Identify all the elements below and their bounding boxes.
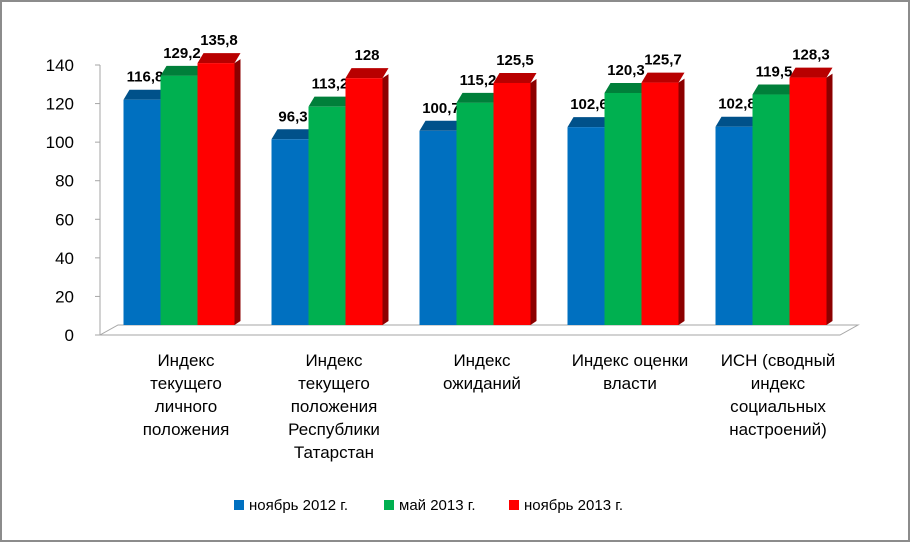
bar: [789, 77, 827, 325]
bar: [345, 78, 383, 326]
bar-side: [234, 59, 241, 325]
bar: [271, 139, 309, 325]
bar: [641, 82, 679, 325]
x-tick-label: власти: [603, 374, 657, 393]
bar-side: [530, 78, 537, 325]
x-tick-label: личного: [155, 397, 217, 416]
x-tick-label: текущего: [150, 374, 222, 393]
bar-top: [567, 117, 611, 128]
bar: [752, 94, 790, 326]
data-label: 102,8: [718, 96, 756, 113]
y-tick-label: 0: [65, 326, 74, 345]
x-tick-label: текущего: [298, 374, 370, 393]
legend-label: ноябрь 2012 г.: [249, 497, 348, 514]
legend-swatch: [509, 500, 519, 510]
bar-top: [419, 120, 463, 131]
bar-top: [308, 96, 352, 107]
legend-label: май 2013 г.: [399, 497, 476, 514]
y-tick-label: 120: [46, 95, 74, 114]
x-tick-label: настроений): [729, 420, 827, 439]
data-label: 102,6: [570, 96, 608, 113]
data-label: 119,5: [756, 64, 793, 81]
bar: [160, 75, 198, 325]
data-label: 116,8: [127, 69, 164, 86]
x-tick-label: социальных: [730, 397, 826, 416]
data-label: 113,2: [312, 76, 349, 93]
bar: [197, 63, 235, 325]
bar-side: [678, 78, 685, 325]
x-tick-label: Индекс: [157, 351, 215, 370]
bar: [123, 99, 161, 325]
data-label: 135,8: [200, 32, 238, 49]
bar: [419, 130, 457, 325]
y-tick-label: 20: [55, 287, 74, 306]
bar: [715, 126, 753, 325]
x-tick-label: ожиданий: [443, 374, 521, 393]
x-tick-label: Индекс: [453, 351, 511, 370]
y-tick-label: 60: [55, 210, 74, 229]
x-tick-label: положения: [143, 420, 230, 439]
bar: [604, 92, 642, 325]
bar-top: [604, 82, 648, 93]
x-tick-label: Татарстан: [294, 443, 374, 462]
bar: [493, 82, 531, 325]
bar-top: [123, 89, 167, 100]
data-label: 120,3: [607, 62, 645, 79]
x-tick-label: Республики: [288, 420, 380, 439]
chart-floor: [98, 324, 860, 336]
data-label: 128: [354, 47, 379, 64]
data-label: 100,7: [422, 100, 460, 117]
bar-top: [197, 53, 241, 64]
data-label: 128,3: [792, 47, 830, 64]
bar: [567, 127, 605, 325]
x-tick-label: Индекс: [305, 351, 363, 370]
x-tick-label: Индекс оценки: [572, 351, 689, 370]
y-tick-label: 40: [55, 249, 74, 268]
data-label: 125,5: [496, 52, 534, 69]
bar-top: [271, 129, 315, 140]
bar-top: [715, 116, 759, 127]
y-tick-label: 80: [55, 172, 74, 191]
bar: [456, 102, 494, 325]
bar-top: [789, 67, 833, 78]
data-label: 96,3: [278, 108, 307, 125]
data-label: 129,2: [163, 45, 201, 62]
y-tick-label: 100: [46, 133, 74, 152]
bar-top: [456, 92, 500, 103]
y-tick-label: 140: [46, 56, 74, 75]
legend-swatch: [384, 500, 394, 510]
data-label: 115,2: [460, 72, 497, 89]
x-tick-label: положения: [291, 397, 378, 416]
data-label: 125,7: [644, 52, 682, 69]
bar-top: [345, 68, 389, 79]
x-tick-label: ИСН (сводный: [721, 351, 836, 370]
bar-top: [160, 65, 204, 76]
bar: [308, 106, 346, 325]
legend-label: ноябрь 2013 г.: [524, 497, 623, 514]
bar-top: [641, 72, 685, 83]
bar-top: [752, 84, 796, 95]
legend-swatch: [234, 500, 244, 510]
bar-side: [826, 73, 833, 325]
bar-top: [493, 72, 537, 83]
x-tick-label: индекс: [751, 374, 806, 393]
bar-side: [382, 74, 389, 326]
